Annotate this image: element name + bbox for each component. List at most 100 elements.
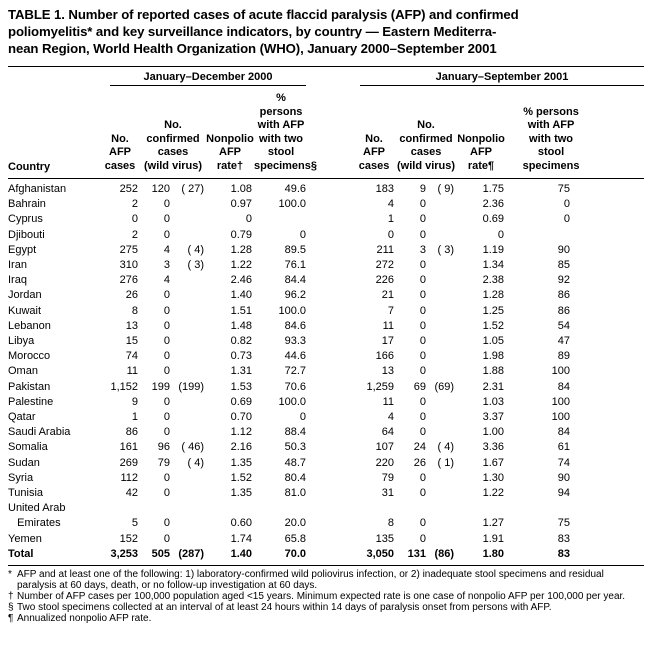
afp-cases-2001-cell: 3,050 — [308, 546, 397, 567]
nonpolio-rate-2001-cell: 1.27 — [482, 517, 505, 530]
footnotes: * AFP and at least one of the following:… — [8, 569, 644, 625]
period-2000-label: January–December 2000 — [110, 71, 307, 86]
afp-cases-2000-cell: 1,152 — [110, 380, 138, 393]
confirmed-cases-2001-cell: 0 — [419, 426, 427, 439]
afp-cases-2000-cell: 275 — [119, 243, 138, 256]
country-row: Morocco 74 0 0.73 44.6 166 0 1.98 89 — [8, 349, 644, 364]
country-row: United Arab Emirates 5 0 0.60 20.0 8 0 1.27 75 — [8, 501, 644, 531]
stool-specimens-2001-cell: 84 — [557, 426, 571, 439]
country-cell: Total — [8, 546, 100, 567]
wild-virus-2000-cell: ( 4) — [187, 456, 205, 469]
country-cell: Djibouti — [8, 228, 45, 241]
country-row: Pakistan 1,152 199 (199) 1.53 70.6 1,259 69 (69)… — [8, 380, 644, 395]
afp-cases-2001-cell: 1 — [387, 213, 395, 226]
nonpolio-rate-2000-cell: 1.74 — [230, 532, 252, 545]
confirmed-cases-2000-cell: 4 — [163, 274, 170, 287]
afp-cases-2001-cell: 4 — [387, 411, 395, 424]
wild-virus-2001-cell: (69) — [434, 380, 455, 393]
country-cell: Saudi Arabia — [8, 426, 71, 439]
nonpolio-rate-2000-cell: 1.40 — [230, 289, 252, 302]
nonpolio-rate-2000-cell: 2.16 — [230, 441, 252, 454]
total-row: Total 3,253 505 (287) 1.40 70.0 3,050 131 (86) 1.… — [8, 546, 645, 567]
footnote-dagger: † Number of AFP cases per 100,000 popula… — [8, 591, 644, 603]
country-cell: Lebanon — [8, 319, 51, 332]
nonpolio-rate-2000-cell: 1.35 — [230, 456, 252, 469]
stool-specimens-2000-cell: 81.0 — [284, 487, 307, 500]
stool-specimens-2001-cell: 86 — [557, 289, 571, 302]
afp-cases-2001-cell: 211 — [376, 243, 395, 256]
afp-cases-2000-cell: 13 — [125, 319, 138, 332]
stool-specimens-2001-cell: 75 — [557, 183, 571, 195]
nonpolio-rate-2000-cell: 1.40 — [206, 546, 254, 567]
afp-cases-2001-cell: 183 — [375, 183, 395, 195]
wild-virus-2000-cell — [172, 212, 206, 227]
confirmed-cases-2000-cell: 0 — [163, 517, 170, 530]
nonpolio-rate-2001-cell: 0.69 — [482, 213, 505, 226]
wild-virus-2001-cell — [428, 349, 456, 364]
country-cell: Sudan — [8, 456, 40, 469]
stool-specimens-2001-cell: 61 — [557, 441, 571, 454]
country-cell: Morocco — [8, 350, 51, 363]
confirmed-cases-2001-cell: 0 — [419, 532, 427, 545]
stool-specimens-2000-cell: 44.6 — [284, 350, 307, 363]
afp-cases-2001-cell: 220 — [375, 456, 395, 469]
confirmed-cases-2000-cell: 0 — [163, 411, 170, 424]
stool-specimens-2000-cell: 70.0 — [254, 546, 309, 567]
country-row: Lebanon 13 0 1.48 84.6 11 0 1.52 54 — [8, 319, 644, 334]
afp-cases-2001-cell: 4 — [387, 198, 395, 211]
afp-cases-2000-header: No. AFP cases — [100, 86, 140, 179]
country-cell: Yemen — [8, 532, 42, 545]
afp-cases-2000-cell: 276 — [119, 274, 138, 287]
wild-virus-2001-cell — [428, 334, 456, 349]
stool-specimens-2000-cell: 89.5 — [284, 243, 307, 256]
country-cell: Pakistan — [8, 380, 51, 393]
confirmed-cases-2001-cell: 0 — [419, 304, 427, 317]
column-header-row: Country No. AFP cases No. confirmed case… — [8, 86, 645, 179]
wild-virus-2000-cell — [172, 228, 206, 243]
afp-cases-2001-cell: 107 — [375, 441, 395, 454]
stool-specimens-2000-header: % persons with AFP with two stool specim… — [254, 86, 317, 179]
stool-specimens-2001-cell: 94 — [557, 487, 571, 500]
nonpolio-rate-2001-cell: 1.28 — [482, 289, 505, 302]
confirmed-cases-2001-cell: 9 — [419, 183, 427, 195]
nonpolio-rate-2001-cell: 1.03 — [482, 395, 505, 408]
stool-specimens-2000-cell: 100.0 — [278, 198, 307, 211]
footnote-asterisk: * AFP and at least one of the following:… — [8, 569, 644, 592]
confirmed-cases-2001-cell: 0 — [419, 471, 427, 484]
nonpolio-rate-2000-cell: 1.48 — [230, 319, 252, 332]
wild-virus-2001-cell — [428, 471, 456, 486]
country-cell: Syria — [8, 471, 34, 484]
confirmed-cases-2000-cell: 0 — [163, 213, 170, 226]
confirmed-cases-2001-cell: 24 — [413, 441, 427, 454]
nonpolio-rate-2001-cell: 1.80 — [456, 546, 507, 567]
confirmed-cases-2001-cell: 0 — [419, 411, 427, 424]
nonpolio-rate-2001-cell: 3.36 — [482, 441, 505, 454]
country-row: Djibouti 2 0 0.79 0 0 0 0 — [8, 228, 644, 243]
wild-virus-2001-cell — [428, 410, 456, 425]
afp-cases-2000-cell: 2 — [131, 198, 138, 211]
stool-specimens-2001-cell: 83 — [506, 546, 645, 567]
confirmed-cases-2001-cell: 0 — [419, 289, 427, 302]
stool-specimens-2000-cell: 48.7 — [284, 456, 307, 469]
stool-specimens-2000-cell: 100.0 — [278, 395, 307, 408]
nonpolio-rate-2000-cell: 0 — [245, 213, 252, 226]
period-header-row: January–December 2000 January–September … — [8, 67, 645, 86]
confirmed-cases-2000-cell: 0 — [163, 487, 170, 500]
wild-virus-2000-cell — [172, 410, 206, 425]
afp-cases-2001-cell: 0 — [387, 228, 395, 241]
afp-cases-2000-cell: 310 — [119, 259, 138, 272]
nonpolio-rate-2001-cell: 1.05 — [482, 335, 505, 348]
stool-specimens-2000-cell: 84.4 — [284, 274, 307, 287]
nonpolio-rate-2001-cell: 1.88 — [482, 365, 505, 378]
stool-specimens-2000-cell: 84.6 — [284, 319, 307, 332]
country-row: Bahrain 2 0 0.97 100.0 4 0 2.36 0 — [8, 197, 644, 212]
wild-virus-2001-cell — [428, 197, 456, 212]
confirmed-cases-2000-cell: 0 — [163, 335, 170, 348]
country-cell: Kuwait — [8, 304, 42, 317]
wild-virus-2001-cell — [428, 501, 456, 531]
confirmed-cases-2000-cell: 199 — [151, 380, 170, 393]
country-row: Yemen 152 0 1.74 65.8 135 0 1.91 83 — [8, 532, 644, 547]
nonpolio-rate-2000-cell: 0.97 — [230, 198, 252, 211]
afp-cases-2000-cell: 2 — [131, 228, 138, 241]
afp-cases-2000-cell: 15 — [125, 335, 138, 348]
